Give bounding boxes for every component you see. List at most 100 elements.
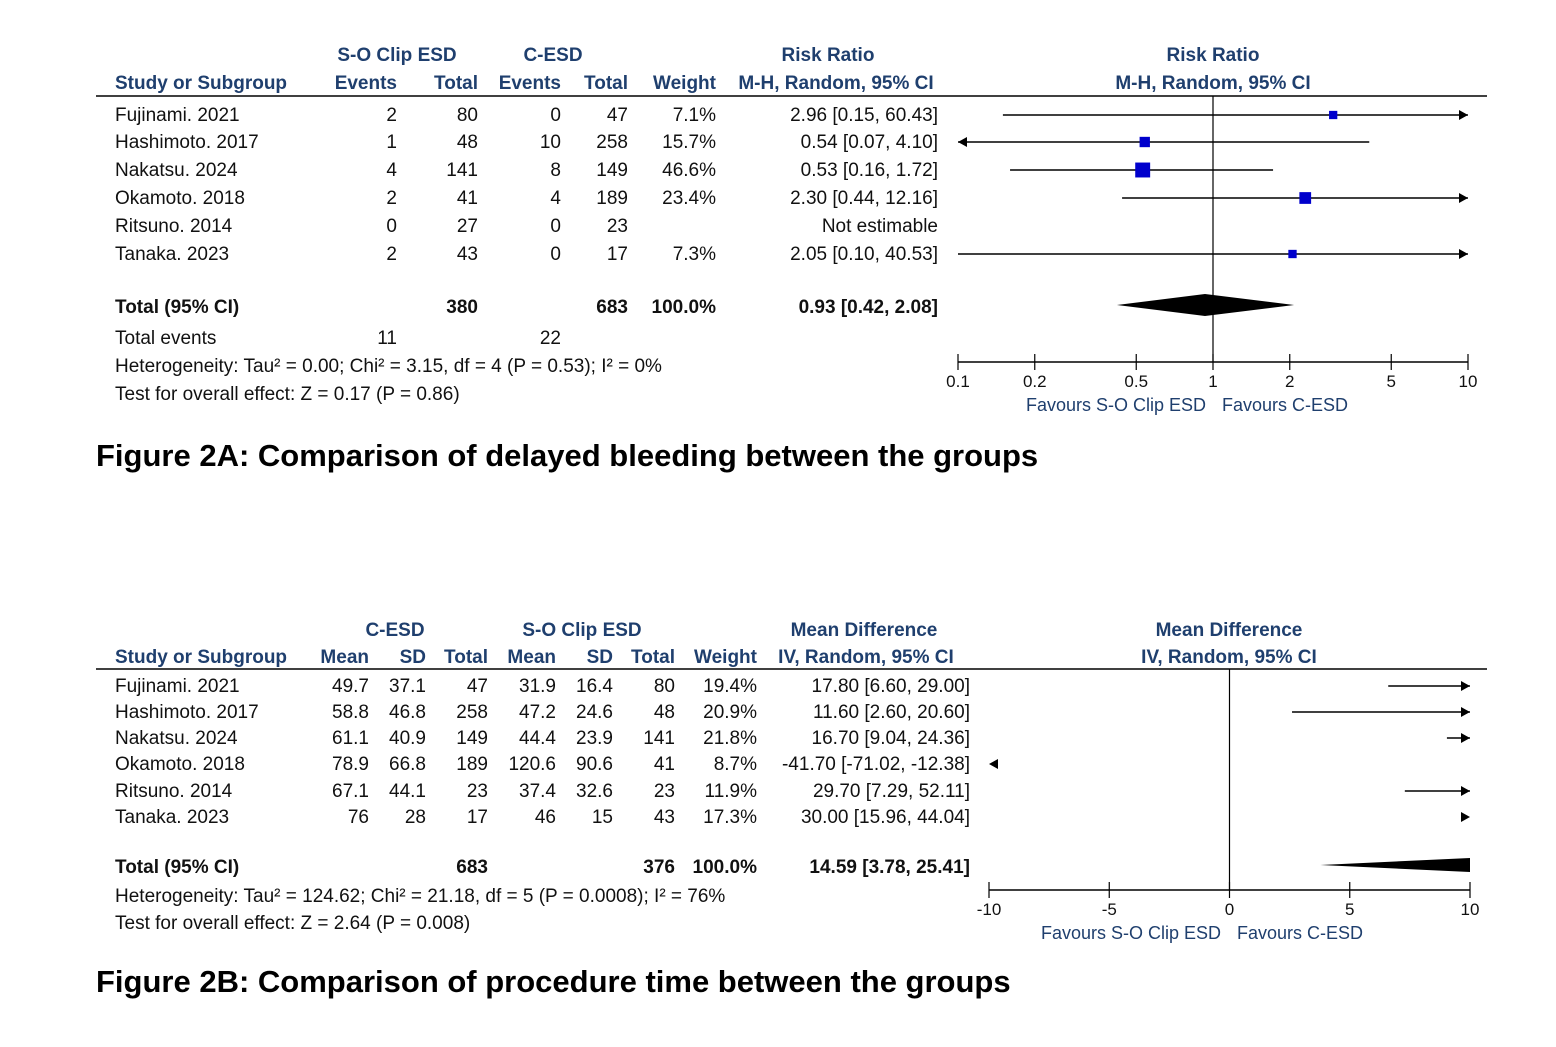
b-sd2: 32.6 bbox=[576, 781, 613, 802]
b-total1: 23 bbox=[467, 781, 488, 802]
b-mean2: 120.6 bbox=[508, 754, 556, 775]
b-total1: 47 bbox=[467, 676, 488, 697]
b-mean1: 67.1 bbox=[332, 781, 369, 802]
a-events1: 4 bbox=[386, 160, 397, 181]
b-col-sd1: SD bbox=[400, 647, 426, 668]
b-total2: 41 bbox=[654, 754, 675, 775]
a-study-name: Nakatsu. 2024 bbox=[115, 160, 238, 181]
a-col-events2: Events bbox=[499, 73, 561, 94]
b-ci-text: 16.70 [9.04, 24.36] bbox=[812, 728, 970, 749]
a-events2: 0 bbox=[550, 105, 561, 126]
a-col-events1: Events bbox=[335, 73, 397, 94]
a-axis-tick-label: 0.5 bbox=[1124, 372, 1148, 391]
b-header-group2: S-O Clip ESD bbox=[522, 620, 641, 641]
a-events1: 0 bbox=[386, 216, 397, 237]
a-ci-text: 2.05 [0.10, 40.53] bbox=[790, 244, 938, 265]
b-axis-tick-label: -5 bbox=[1102, 900, 1117, 919]
a-total-events1: 11 bbox=[377, 328, 397, 349]
a-ci-text: 2.96 [0.15, 60.43] bbox=[790, 105, 938, 126]
a-total2: 47 bbox=[607, 105, 628, 126]
a-axis-tick-label: 10 bbox=[1459, 372, 1478, 391]
b-heterogeneity: Heterogeneity: Tau² = 124.62; Chi² = 21.… bbox=[115, 886, 725, 907]
a-events2: 10 bbox=[540, 132, 561, 153]
b-study-name: Hashimoto. 2017 bbox=[115, 702, 259, 723]
a-weight: 23.4% bbox=[662, 188, 716, 209]
a-plot-header-method: M-H, Random, 95% CI bbox=[1115, 73, 1310, 94]
a-axis-tick-label: 0.2 bbox=[1023, 372, 1047, 391]
a-axis-tick-label: 2 bbox=[1285, 372, 1294, 391]
a-favours-left: Favours S-O Clip ESD bbox=[1026, 395, 1206, 415]
b-weight: 11.9% bbox=[705, 781, 758, 802]
b-sd1: 28 bbox=[405, 807, 426, 828]
a-events2: 4 bbox=[550, 188, 561, 209]
b-col-total1: Total bbox=[444, 647, 488, 668]
b-total2: 43 bbox=[654, 807, 675, 828]
b-col-mean1: Mean bbox=[320, 647, 369, 668]
a-weight: 7.3% bbox=[673, 244, 716, 265]
b-sd2: 23.9 bbox=[576, 728, 613, 749]
a-events2: 8 bbox=[550, 160, 561, 181]
b-total1: 189 bbox=[456, 754, 488, 775]
b-col-ci: IV, Random, 95% CI bbox=[778, 647, 954, 668]
a-total2: 149 bbox=[596, 160, 628, 181]
b-mean1: 61.1 bbox=[332, 728, 369, 749]
a-total2: 189 bbox=[596, 188, 628, 209]
b-col-total2: Total bbox=[631, 647, 675, 668]
a-study-name: Hashimoto. 2017 bbox=[115, 132, 259, 153]
a-total-t2: 683 bbox=[596, 297, 628, 318]
b-study-name: Okamoto. 2018 bbox=[115, 754, 245, 775]
a-col-weight: Weight bbox=[653, 73, 717, 94]
a-plot-header-measure: Risk Ratio bbox=[1167, 45, 1260, 66]
b-overall-effect: Test for overall effect: Z = 2.64 (P = 0… bbox=[115, 913, 470, 934]
a-col-study: Study or Subgroup bbox=[115, 73, 287, 94]
a-events1: 2 bbox=[386, 188, 397, 209]
b-sd1: 37.1 bbox=[389, 676, 426, 697]
b-ci-text: 29.70 [7.29, 52.11] bbox=[813, 781, 970, 802]
b-weight: 20.9% bbox=[703, 702, 757, 723]
a-ci-arrow-right bbox=[1459, 249, 1468, 259]
b-ci-text: 30.00 [15.96, 44.04] bbox=[801, 807, 970, 828]
b-sd2: 15 bbox=[592, 807, 613, 828]
b-weight: 19.4% bbox=[703, 676, 757, 697]
b-sd1: 40.9 bbox=[389, 728, 426, 749]
a-total1: 48 bbox=[457, 132, 478, 153]
b-axis-tick-label: 10 bbox=[1461, 900, 1480, 919]
b-total1: 17 bbox=[467, 807, 488, 828]
b-total2: 23 bbox=[654, 781, 675, 802]
b-mean2: 44.4 bbox=[519, 728, 556, 749]
a-study-name: Ritsuno. 2014 bbox=[115, 216, 233, 237]
b-ci-arrow-right bbox=[1461, 681, 1470, 691]
b-total2: 48 bbox=[654, 702, 675, 723]
b-mean1: 58.8 bbox=[332, 702, 369, 723]
b-ci-text: 17.80 [6.60, 29.00] bbox=[812, 676, 970, 697]
a-ci-arrow-right bbox=[1459, 193, 1468, 203]
b-axis-tick-label: 0 bbox=[1225, 900, 1234, 919]
b-sd2: 24.6 bbox=[576, 702, 613, 723]
b-ci-text: 11.60 [2.60, 20.60] bbox=[813, 702, 970, 723]
b-total-label: Total (95% CI) bbox=[115, 857, 239, 878]
a-study-marker bbox=[1329, 110, 1338, 120]
b-header-measure: Mean Difference bbox=[791, 620, 938, 641]
b-mean2: 46 bbox=[535, 807, 556, 828]
b-axis-tick-label: -10 bbox=[977, 900, 1002, 919]
b-study-name: Ritsuno. 2014 bbox=[115, 781, 233, 802]
a-col-total2: Total bbox=[584, 73, 628, 94]
b-sd1: 44.1 bbox=[389, 781, 426, 802]
figure-2b-caption: Figure 2B: Comparison of procedure time … bbox=[96, 964, 1011, 999]
b-axis-tick-label: 5 bbox=[1345, 900, 1354, 919]
b-mean2: 31.9 bbox=[519, 676, 556, 697]
b-mean1: 49.7 bbox=[332, 676, 369, 697]
b-study-name: Tanaka. 2023 bbox=[115, 807, 229, 828]
a-study-name: Okamoto. 2018 bbox=[115, 188, 245, 209]
a-events2: 0 bbox=[550, 216, 561, 237]
b-col-weight: Weight bbox=[694, 647, 758, 668]
a-total-ci-text: 0.93 [0.42, 2.08] bbox=[799, 297, 938, 318]
a-total2: 23 bbox=[607, 216, 628, 237]
figure-2a-caption: Figure 2A: Comparison of delayed bleedin… bbox=[96, 438, 1039, 473]
b-total-ci-text: 14.59 [3.78, 25.41] bbox=[809, 857, 970, 878]
b-weight: 8.7% bbox=[714, 754, 757, 775]
a-study-marker bbox=[1299, 192, 1312, 204]
a-favours-right: Favours C-ESD bbox=[1222, 395, 1348, 415]
b-col-sd2: SD bbox=[587, 647, 613, 668]
